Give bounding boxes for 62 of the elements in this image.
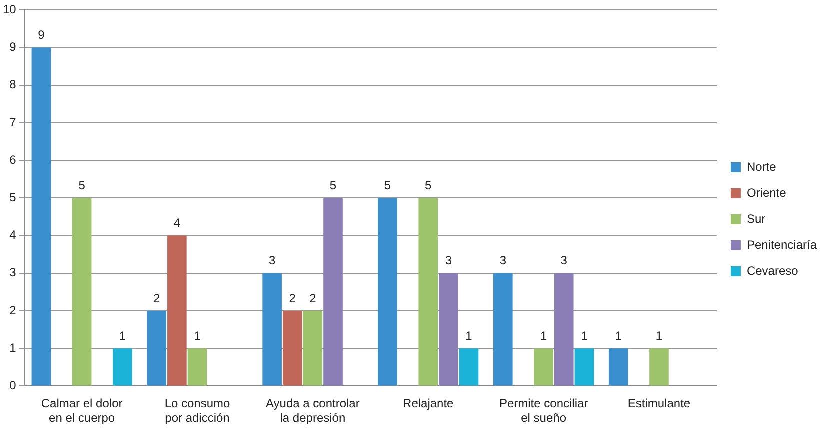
data-label: 1 bbox=[466, 328, 473, 343]
bar bbox=[439, 273, 458, 386]
bar bbox=[282, 311, 302, 386]
legend-label: Oriente bbox=[746, 186, 787, 200]
x-tick-label: Calmar el dolor en el cuerpo bbox=[41, 396, 123, 426]
y-tick-label: 3 bbox=[10, 266, 17, 280]
bar bbox=[459, 348, 479, 386]
bar bbox=[32, 48, 52, 386]
data-label: 1 bbox=[656, 328, 663, 343]
bar bbox=[418, 198, 438, 386]
bar bbox=[574, 348, 594, 386]
data-label: 2 bbox=[310, 291, 317, 306]
data-label: 3 bbox=[500, 254, 507, 268]
y-tick-label: 1 bbox=[10, 340, 17, 355]
data-label: 1 bbox=[119, 328, 126, 343]
bar bbox=[554, 273, 574, 386]
bar bbox=[262, 273, 282, 386]
x-tick-label: Lo consumo por adicción bbox=[164, 396, 231, 426]
x-tick-label: Permite conciliar el sueño bbox=[499, 396, 588, 426]
bar bbox=[534, 348, 554, 386]
bar bbox=[650, 348, 669, 386]
bar bbox=[608, 348, 628, 386]
bar bbox=[188, 348, 208, 386]
bar bbox=[494, 273, 513, 386]
data-label: 3 bbox=[268, 254, 276, 268]
bar bbox=[378, 198, 398, 386]
data-label: 1 bbox=[581, 328, 588, 343]
y-tick-label: 4 bbox=[10, 228, 17, 242]
data-label: 2 bbox=[154, 291, 161, 306]
data-label: 4 bbox=[174, 216, 181, 230]
y-tick-label: 9 bbox=[10, 40, 17, 54]
y-tick-label: 6 bbox=[10, 152, 17, 167]
data-label: 9 bbox=[38, 28, 46, 42]
bar bbox=[72, 198, 92, 386]
data-label: 5 bbox=[384, 178, 392, 193]
legend-label: Cevareso bbox=[746, 264, 799, 278]
data-label: 1 bbox=[194, 328, 202, 343]
data-label: 2 bbox=[289, 291, 296, 306]
data-label: 5 bbox=[330, 178, 337, 193]
legend-label: Sur bbox=[746, 212, 766, 226]
bar bbox=[324, 198, 343, 386]
x-tick-label: Ayuda a controlar la depresión bbox=[266, 396, 360, 426]
data-label: 5 bbox=[425, 178, 432, 193]
data-label: 1 bbox=[540, 328, 548, 343]
bar bbox=[303, 311, 323, 386]
bar bbox=[147, 311, 167, 386]
data-label: 5 bbox=[78, 178, 86, 193]
y-tick-label: 8 bbox=[10, 78, 17, 92]
x-tick-label: Estimulante bbox=[628, 396, 691, 411]
data-label: 3 bbox=[445, 254, 452, 268]
y-tick-label: 5 bbox=[10, 190, 17, 205]
data-label: 1 bbox=[615, 328, 622, 343]
y-tick-label: 0 bbox=[10, 378, 17, 393]
bar bbox=[168, 236, 187, 386]
legend-label: Penitenciaría bbox=[746, 238, 818, 252]
x-tick-label: Relajante bbox=[403, 396, 454, 411]
y-tick-label: 10 bbox=[2, 2, 17, 17]
y-tick-label: 7 bbox=[10, 115, 17, 130]
bar bbox=[113, 348, 132, 386]
y-tick-label: 2 bbox=[10, 303, 17, 318]
legend-label: Norte bbox=[746, 160, 777, 174]
data-label: 3 bbox=[560, 254, 568, 268]
